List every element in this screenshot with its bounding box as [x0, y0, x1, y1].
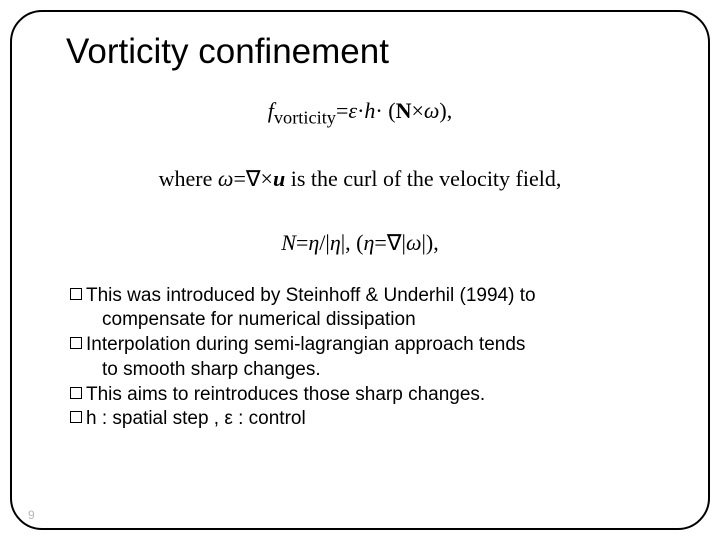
bullet-list: This was introduced by Steinhoff & Under… [70, 284, 654, 432]
bullet-item: h : spatial step , ε : control [70, 407, 654, 431]
page-number: 9 [28, 508, 35, 522]
bullet-text: h : spatial step , ε : control [86, 407, 654, 431]
equation-3: N=η/|η|, (η=∇|ω|), [48, 228, 672, 258]
bullet-item: This aims to reintroduces those sharp ch… [70, 383, 654, 407]
bullet-continuation: to smooth sharp changes. [102, 358, 654, 382]
square-bullet-icon [70, 411, 82, 423]
bullet-continuation: compensate for numerical dissipation [102, 308, 654, 332]
bullet-item: Interpolation during semi-lagrangian app… [70, 333, 654, 357]
bullet-text: This was introduced by Steinhoff & Under… [86, 284, 654, 308]
slide-border [10, 10, 710, 530]
square-bullet-icon [70, 387, 82, 399]
square-bullet-icon [70, 337, 82, 349]
equation-block: fvorticity=ε·h· (N×ω), where ω=∇×u is th… [48, 96, 672, 258]
equation-1: fvorticity=ε·h· (N×ω), [48, 96, 672, 130]
bullet-text: This aims to reintroduces those sharp ch… [86, 383, 654, 407]
slide-title: Vorticity confinement [66, 32, 672, 72]
bullet-text: Interpolation during semi-lagrangian app… [86, 333, 654, 357]
slide: Vorticity confinement fvorticity=ε·h· (N… [0, 0, 720, 540]
bullet-item: This was introduced by Steinhoff & Under… [70, 284, 654, 308]
equation-2: where ω=∇×u is the curl of the velocity … [48, 164, 672, 194]
square-bullet-icon [70, 288, 82, 300]
